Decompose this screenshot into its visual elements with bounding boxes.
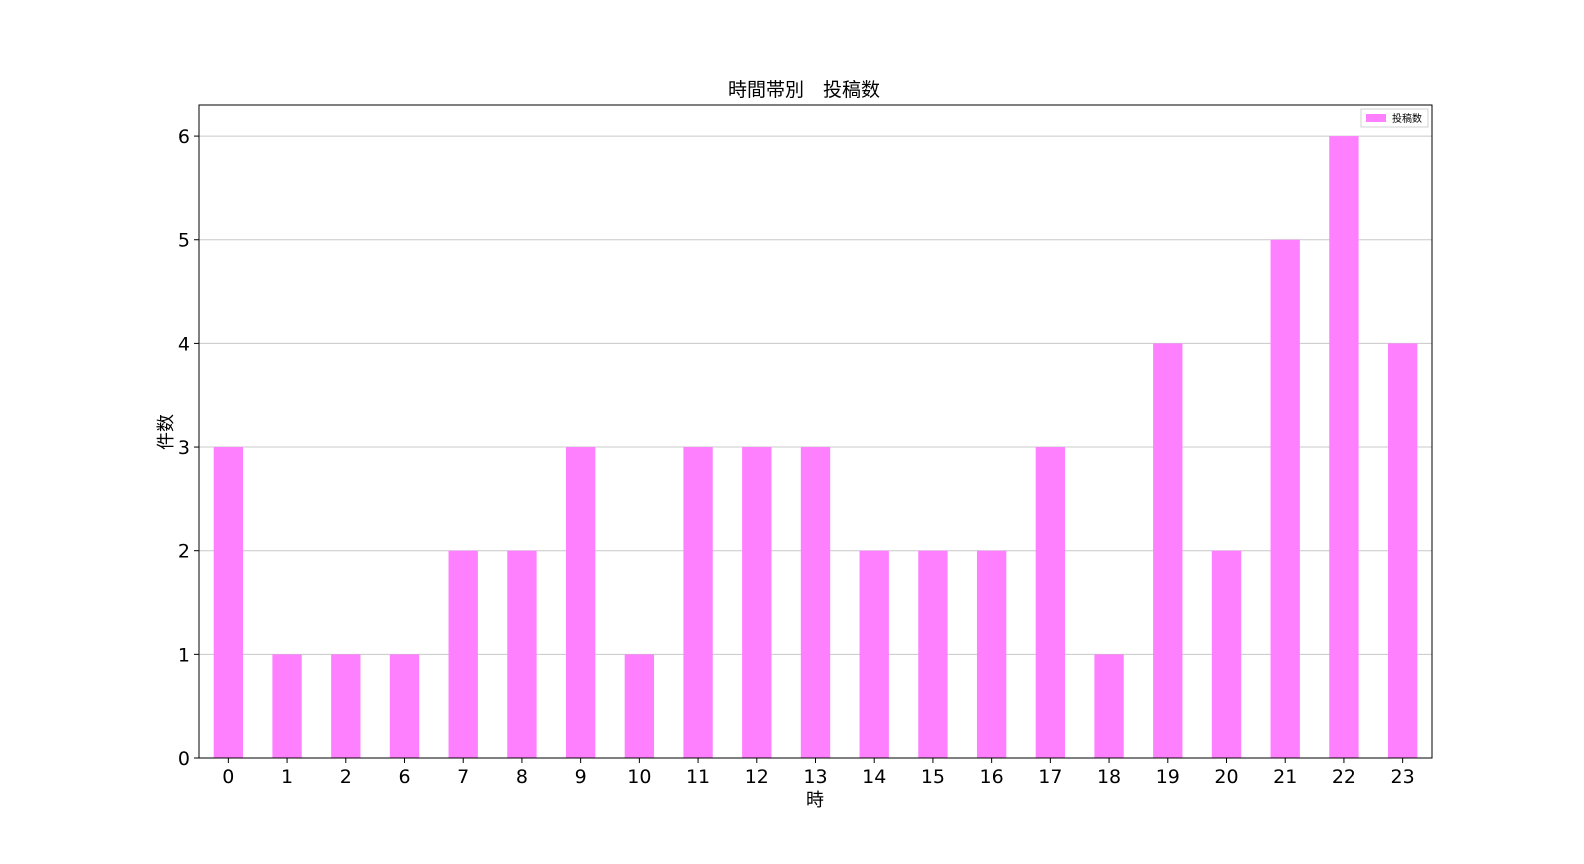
bar-hour-1 xyxy=(272,654,302,758)
x-tick-label: 2 xyxy=(340,766,352,788)
x-tick-label: 10 xyxy=(627,766,651,788)
bar-hour-18 xyxy=(1094,654,1124,758)
x-tick-label: 14 xyxy=(862,766,886,788)
bar-hour-23 xyxy=(1387,343,1418,758)
chart-title: 時間帯別 投稿数 xyxy=(728,79,880,101)
x-tick-label: 11 xyxy=(686,766,710,788)
x-tick-label: 6 xyxy=(398,766,410,788)
x-tick-label: 18 xyxy=(1097,766,1121,788)
x-tick-label: 8 xyxy=(516,766,528,788)
bar-hour-16 xyxy=(976,550,1007,758)
x-tick-label: 20 xyxy=(1214,766,1238,788)
y-tick-label: 6 xyxy=(178,126,190,148)
bar-hour-17 xyxy=(1035,447,1066,758)
y-axis-title: 件数 xyxy=(156,414,177,450)
bars xyxy=(213,136,1418,759)
legend: 投稿数 xyxy=(1360,108,1429,128)
legend-swatch xyxy=(1366,114,1386,122)
x-tick-label: 15 xyxy=(921,766,945,788)
legend-box xyxy=(1360,108,1429,128)
bar-hour-2 xyxy=(331,654,361,758)
x-tick-label: 12 xyxy=(745,766,769,788)
x-tick-label: 9 xyxy=(575,766,587,788)
x-tick-label: 21 xyxy=(1273,766,1297,788)
bar-hour-15 xyxy=(918,550,948,758)
x-tick-label: 13 xyxy=(803,766,827,788)
x-axis-ticks: 0 1 2 6 7 8 9 10 11 12 13 14 15 16 17 18 19 20 21 22 23 xyxy=(222,758,1415,788)
x-tick-label: 7 xyxy=(457,766,469,788)
y-tick-label: 5 xyxy=(178,230,190,252)
bar-hour-11 xyxy=(683,447,713,758)
y-tick-label: 4 xyxy=(178,333,190,355)
bar-hour-21 xyxy=(1270,239,1300,758)
bar-hour-8 xyxy=(507,550,537,758)
y-tick-label: 0 xyxy=(178,748,190,770)
x-tick-label: 1 xyxy=(281,766,293,788)
x-tick-label: 0 xyxy=(222,766,234,788)
y-axis-ticks: 0 1 2 3 4 5 6 xyxy=(178,126,199,770)
x-tick-label: 16 xyxy=(980,766,1004,788)
bar-hour-19 xyxy=(1153,343,1183,758)
bar-hour-7 xyxy=(448,550,478,758)
x-tick-label: 19 xyxy=(1156,766,1180,788)
bar-hour-9 xyxy=(565,447,596,758)
bar-hour-13 xyxy=(800,447,831,758)
bar-hour-0 xyxy=(213,447,244,758)
bar-hour-14 xyxy=(859,550,889,758)
y-tick-label: 2 xyxy=(178,541,190,563)
bar-hour-22 xyxy=(1329,136,1359,759)
x-tick-label: 22 xyxy=(1332,766,1356,788)
y-tick-label: 3 xyxy=(178,437,190,459)
bar-hour-6 xyxy=(389,654,420,758)
x-axis-title: 時 xyxy=(806,790,824,811)
x-tick-label: 17 xyxy=(1038,766,1062,788)
y-tick-label: 1 xyxy=(178,644,190,666)
x-tick-label: 23 xyxy=(1391,766,1415,788)
bar-hour-10 xyxy=(624,654,655,758)
bar-hour-20 xyxy=(1211,550,1242,758)
legend-label: 投稿数 xyxy=(1392,112,1422,125)
bar-hour-12 xyxy=(742,447,772,758)
